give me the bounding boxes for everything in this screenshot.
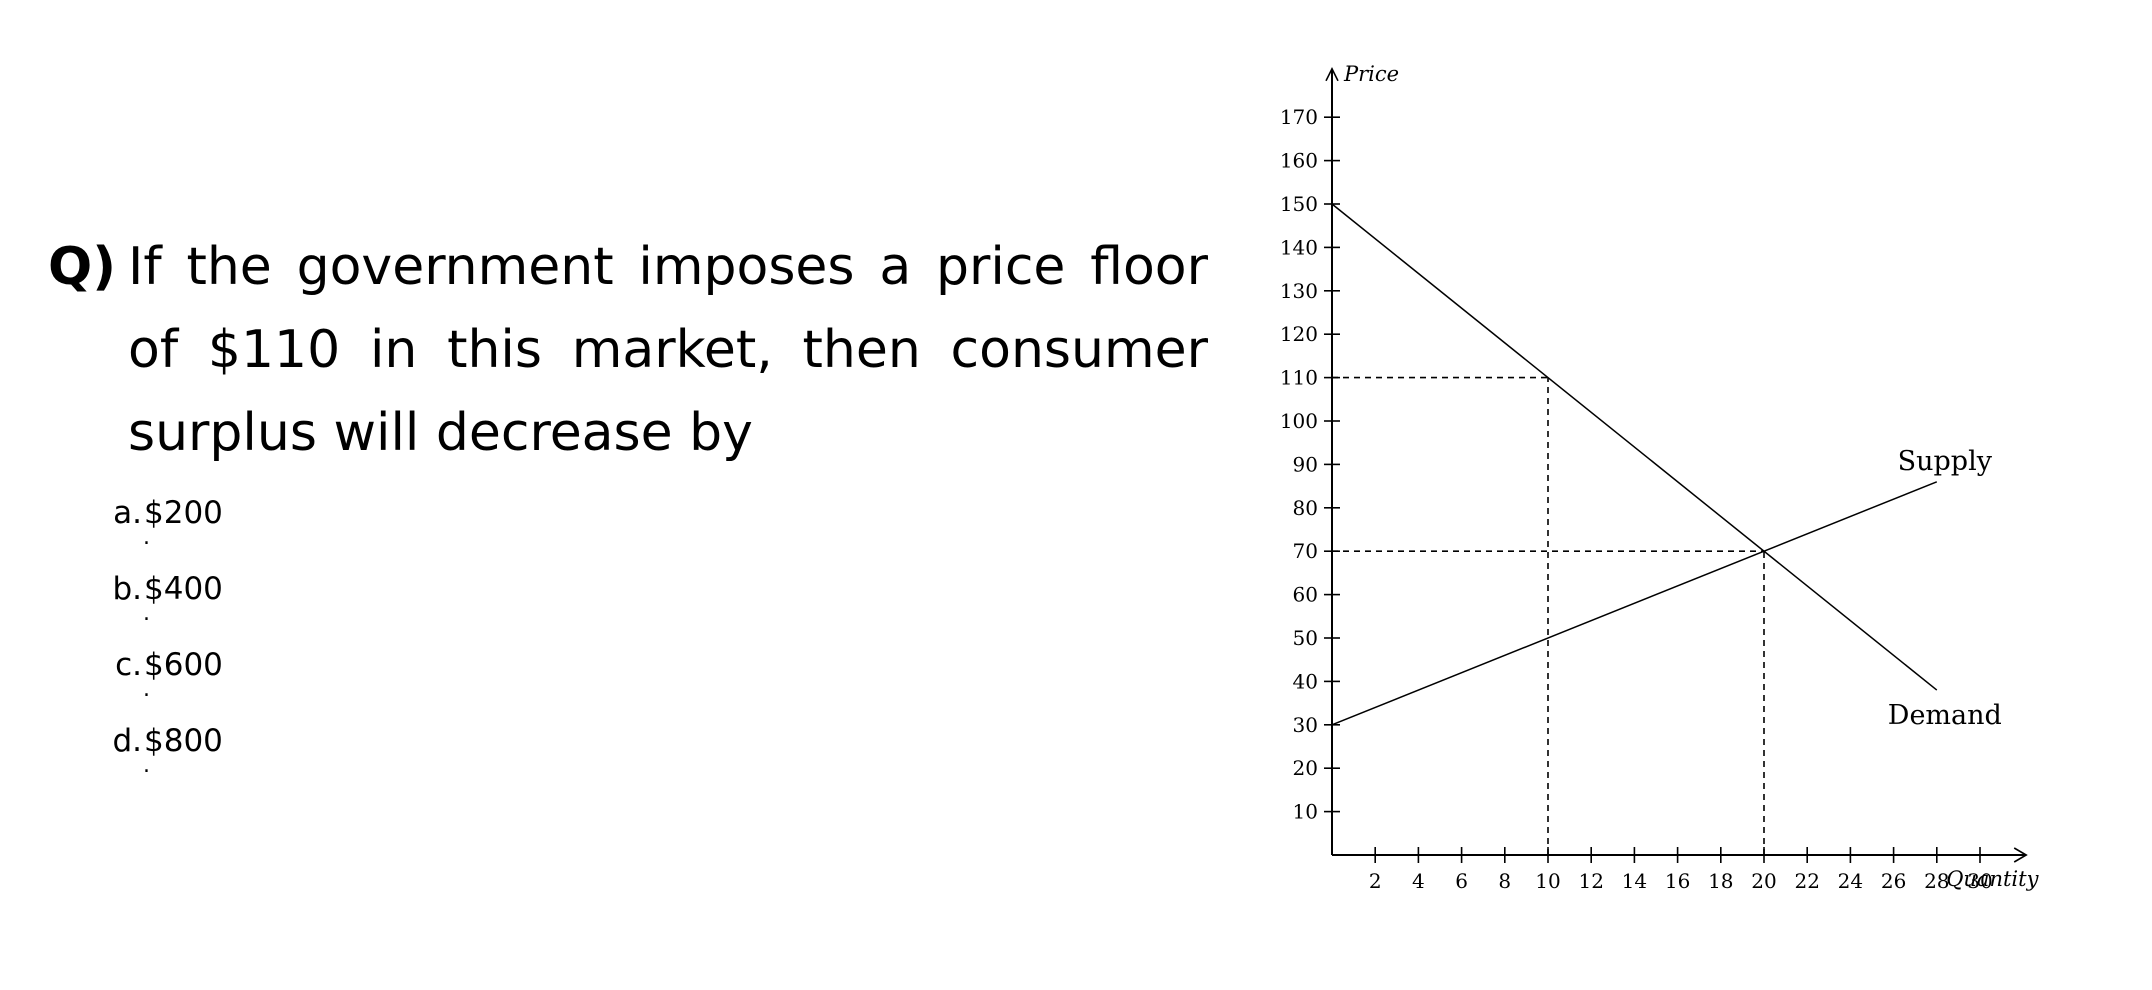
x-axis-arrow: [2013, 847, 2028, 863]
x-tick-label: 26: [1881, 869, 1906, 893]
x-tick-label: 22: [1794, 869, 1819, 893]
y-tick-label: 70: [1293, 539, 1318, 563]
question: Q) If the government imposes a price flo…: [48, 226, 1208, 475]
choice-text: $800: [144, 723, 223, 759]
y-tick-label: 10: [1293, 800, 1318, 824]
question-marker: Q): [48, 237, 116, 297]
supply-label: Supply: [1898, 446, 1993, 477]
x-tick-label: 16: [1665, 869, 1690, 893]
choice-letter: a.: [113, 495, 142, 531]
y-tick-label: 90: [1293, 452, 1318, 476]
y-tick-label: 140: [1280, 235, 1318, 259]
y-tick-label: 20: [1293, 756, 1318, 780]
supply-demand-chart: 2 4 6 8 10 12 14 16 18 20 22 24 26 28 3010203040506070…: [1280, 62, 2040, 893]
y-tick-label: 150: [1280, 192, 1318, 216]
y-tick-label: 170: [1280, 105, 1318, 129]
y-axis-label: Price: [1343, 62, 1399, 86]
y-tick-label: 110: [1280, 366, 1318, 390]
choice-text: $400: [144, 571, 223, 607]
x-tick-label: 28: [1924, 869, 1949, 893]
y-tick-label: 160: [1280, 149, 1318, 173]
y-tick-label: 130: [1280, 279, 1318, 303]
y-tick-label: 30: [1293, 713, 1318, 737]
y-tick-label: 40: [1293, 669, 1318, 693]
x-tick-label: 4: [1412, 869, 1425, 893]
x-tick-label: 10: [1535, 869, 1560, 893]
x-tick-label: 18: [1708, 869, 1733, 893]
x-tick-label: 8: [1498, 869, 1511, 893]
x-tick-label: 14: [1622, 869, 1647, 893]
demand-label: Demand: [1888, 700, 2002, 731]
choice-text: $200: [144, 495, 223, 531]
y-tick-label: 60: [1293, 583, 1318, 607]
y-tick-label: 50: [1293, 626, 1318, 650]
y-axis-arrow: [1325, 67, 1339, 82]
x-tick-label: 30: [1967, 869, 1992, 893]
choice-period: .: [143, 753, 150, 778]
y-tick-label: 80: [1293, 496, 1318, 520]
y-tick-label: 100: [1280, 409, 1318, 433]
supply-line: [1331, 481, 1938, 726]
choice-letter: b.: [112, 571, 142, 607]
x-tick-label: 20: [1751, 869, 1776, 893]
y-tick-label: 120: [1280, 322, 1318, 346]
choice-text: $600: [144, 647, 223, 683]
choice-letter: c.: [115, 647, 142, 683]
x-tick-label: 12: [1578, 869, 1603, 893]
x-tick-label: 24: [1838, 869, 1863, 893]
choice-letter: d.: [112, 723, 142, 759]
choice-period: .: [143, 525, 150, 550]
choice-period: .: [143, 601, 150, 626]
x-tick-label: 6: [1455, 869, 1468, 893]
x-axis-label: Quantity: [1946, 867, 2039, 891]
choice-period: .: [143, 677, 150, 702]
x-tick-label: 2: [1369, 869, 1382, 893]
question-text: If the government imposes a price floor …: [128, 237, 1208, 463]
demand-line: [1331, 203, 1938, 691]
